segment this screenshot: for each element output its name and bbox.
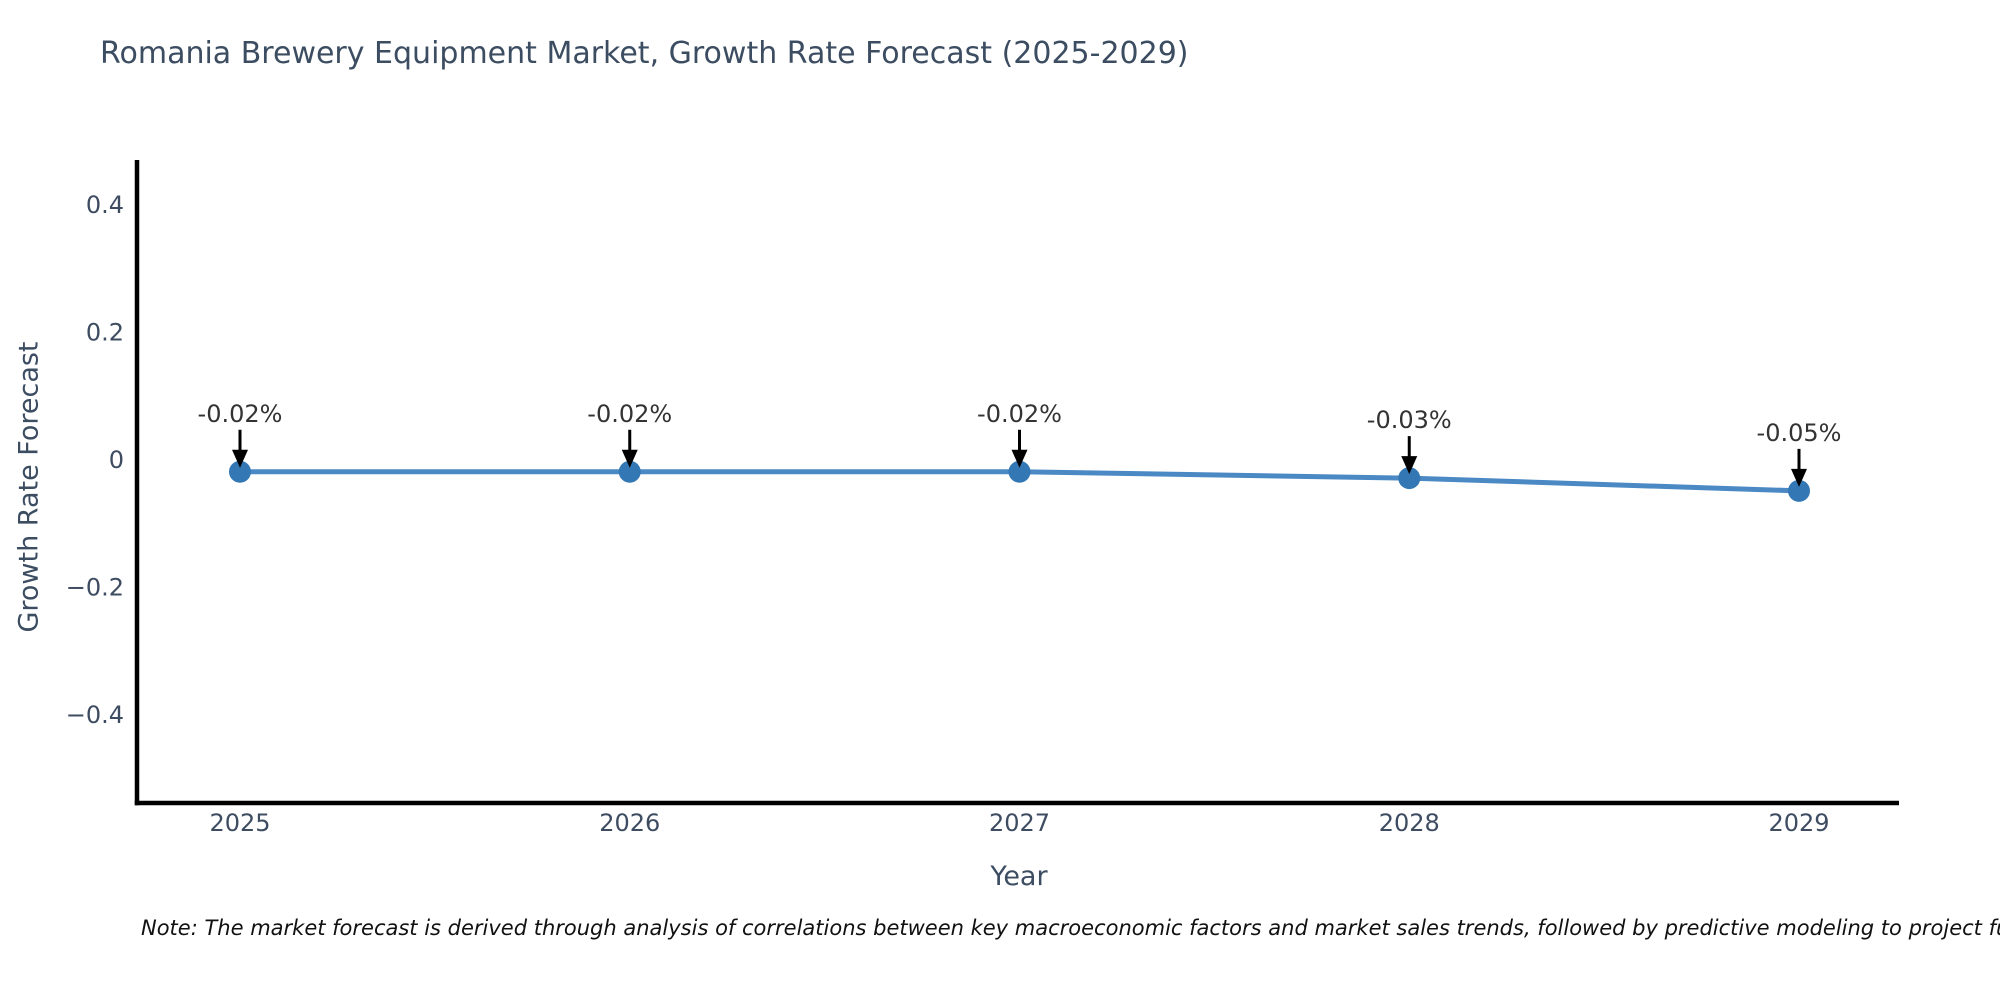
x-tick-label: 2029 [1768, 809, 1829, 837]
chart-title: Romania Brewery Equipment Market, Growth… [100, 36, 1189, 71]
point-annotation: -0.02% [587, 400, 672, 428]
y-tick-label: 0.2 [86, 319, 124, 347]
x-tick-label: 2028 [1379, 809, 1440, 837]
x-tick-label: 2025 [209, 809, 270, 837]
point-annotation: -0.02% [977, 400, 1062, 428]
x-tick-label: 2026 [599, 809, 660, 837]
data-point-marker [1398, 467, 1421, 490]
annotation-arrowhead [621, 449, 638, 468]
y-tick-label: 0 [109, 446, 124, 474]
point-annotation: -0.02% [198, 400, 283, 428]
y-tick-label: 0.4 [86, 191, 124, 219]
y-tick-label: −0.2 [66, 574, 124, 602]
x-axis-title: Year [990, 861, 1048, 892]
chart-footnote: Note: The market forecast is derived thr… [141, 916, 2000, 940]
annotation-arrowhead [1011, 449, 1028, 468]
x-tick-label: 2027 [989, 809, 1050, 837]
annotation-arrowhead [232, 449, 248, 468]
data-point-marker [1008, 460, 1031, 483]
data-point-marker [229, 460, 251, 483]
point-annotation: -0.03% [1367, 406, 1452, 434]
data-point-marker [1788, 479, 1810, 502]
point-annotation: -0.05% [1757, 419, 1842, 447]
annotation-arrowhead [1401, 456, 1418, 475]
y-tick-label: −0.4 [66, 701, 124, 729]
annotation-arrowhead [1791, 468, 1807, 487]
data-point-marker [618, 460, 641, 483]
